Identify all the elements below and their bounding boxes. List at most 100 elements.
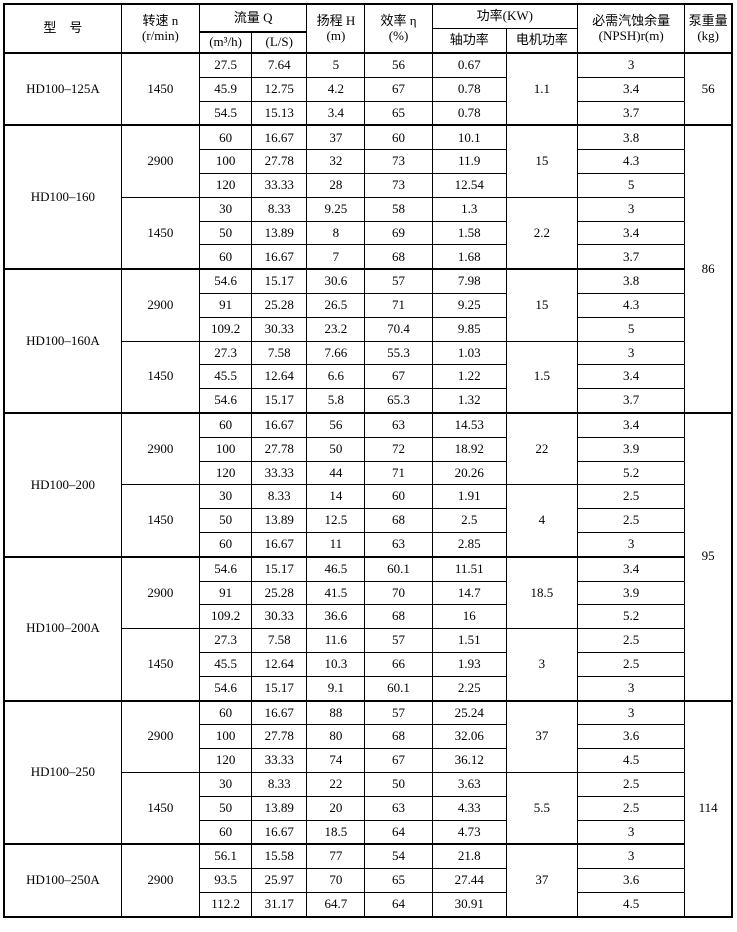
npsh-cell: 3.6: [577, 868, 686, 893]
npsh-cell: 4.3: [577, 292, 686, 318]
head-cell: 50: [306, 436, 366, 462]
table-row: 112.2 31.17 64.7 64 30.91 4.5: [4, 891, 732, 918]
head-cell: 46.5: [306, 555, 366, 582]
flow-m3h-cell: 60: [199, 819, 253, 845]
head-cell: 77: [306, 843, 366, 870]
flow-ls-cell: 13.89: [251, 508, 308, 533]
motor-power-cell: 15: [505, 268, 579, 342]
table-row: HD100–200 2900 60 16.67 56 63 14.53 22 3.4 95: [3, 411, 733, 702]
flow-m3h-cell: 27.5: [199, 52, 253, 78]
flow-m3h-cell: 45.5: [199, 364, 253, 390]
npsh-cell: 2.5: [577, 508, 686, 533]
npsh-cell: 3: [577, 52, 686, 78]
col-header-speed: 转速 n (r/min): [120, 3, 201, 54]
col-header-efficiency-line1: 效率 η: [380, 12, 417, 28]
efficiency-cell: 65: [364, 868, 433, 893]
head-cell: 26.5: [306, 292, 366, 318]
shaft-power-cell: 14.7: [431, 580, 507, 606]
flow-m3h-cell: 30: [199, 771, 253, 797]
efficiency-cell: 71: [364, 292, 433, 318]
col-header-speed-line1: 转速 n: [142, 12, 179, 28]
npsh-cell: 2.5: [577, 628, 686, 653]
shaft-power-cell: 2.25: [431, 675, 507, 702]
flow-m3h-cell: 100: [199, 724, 253, 750]
efficiency-cell: 58: [364, 196, 433, 222]
npsh-cell: 3.9: [577, 436, 686, 462]
head-cell: 5.8: [306, 388, 366, 414]
table-row: 1450 27.3 7.58 11.6 57 1.51 3 2.5: [4, 628, 732, 702]
table-row: HD100–125A 1450 27.5 7.64 5 56 0.67 1.1 3 56: [3, 52, 733, 126]
shaft-power-cell: 1.3: [431, 196, 507, 222]
motor-power-cell: 18.5: [505, 555, 579, 630]
table-row: 109.2 30.33 23.2 70.4 9.85 5: [4, 316, 732, 342]
speed-cell: 1450: [120, 52, 201, 126]
flow-ls-cell: 33.33: [251, 172, 308, 198]
model-cell: HD100–160A: [3, 268, 122, 414]
col-header-flow-ls: (L/S): [251, 31, 308, 54]
speed-cell: 1450: [120, 628, 201, 702]
npsh-cell: 3.4: [577, 555, 686, 582]
npsh-cell: 5: [577, 172, 686, 198]
npsh-cell: 2.5: [577, 771, 686, 797]
flow-ls-cell: 16.67: [251, 244, 308, 270]
head-cell: 14: [306, 484, 366, 510]
flow-m3h-cell: 60: [199, 411, 253, 438]
efficiency-cell: 63: [364, 411, 433, 438]
motor-power-cell: 1.1: [505, 52, 579, 126]
flow-ls-cell: 7.64: [251, 52, 308, 78]
flow-ls-cell: 12.64: [251, 651, 308, 677]
flow-ls-cell: 12.64: [251, 364, 308, 390]
head-cell: 20: [306, 795, 366, 821]
flow-ls-cell: 30.33: [251, 316, 308, 342]
col-header-npsh-line2: (NPSH)r(m): [598, 27, 664, 43]
weight-cell: 95: [684, 411, 733, 702]
efficiency-cell: 57: [364, 628, 433, 653]
shaft-power-cell: 14.53: [431, 411, 507, 438]
speed-cell: 1450: [120, 771, 201, 845]
head-cell: 22: [306, 771, 366, 797]
efficiency-cell: 68: [364, 724, 433, 750]
flow-m3h-cell: 54.6: [199, 675, 253, 702]
speed-cell: 2900: [120, 124, 201, 198]
flow-ls-cell: 15.58: [251, 843, 308, 870]
npsh-cell: 5: [577, 316, 686, 342]
flow-m3h-cell: 56.1: [199, 843, 253, 870]
table-row: 54.5 15.13 3.4 65 0.78 3.7: [4, 100, 732, 126]
motor-power-cell: 3: [505, 628, 579, 702]
table-row: 100 27.78 50 72 18.92 3.9: [4, 436, 732, 462]
npsh-cell: 2.5: [577, 651, 686, 677]
speed-cell: 1450: [120, 340, 201, 414]
efficiency-cell: 56: [364, 52, 433, 78]
weight-cell: 56: [684, 52, 733, 126]
npsh-cell: 2.5: [577, 484, 686, 510]
shaft-power-cell: 1.51: [431, 628, 507, 653]
table-row: 50 13.89 12.5 68 2.5 2.5: [4, 508, 732, 533]
efficiency-cell: 70.4: [364, 316, 433, 342]
npsh-cell: 3: [577, 675, 686, 702]
speed-cell: 2900: [120, 411, 201, 486]
efficiency-cell: 63: [364, 795, 433, 821]
head-cell: 9.1: [306, 675, 366, 702]
table-row: 45.9 12.75 4.2 67 0.78 3.4: [4, 76, 732, 102]
weight-cell: 86: [684, 124, 733, 414]
npsh-cell: 3.8: [577, 124, 686, 151]
flow-m3h-cell: 120: [199, 460, 253, 486]
head-cell: 74: [306, 748, 366, 773]
speed-cell: 1450: [120, 484, 201, 558]
table-row: 60 16.67 7 68 1.68 3.7: [4, 244, 732, 270]
efficiency-cell: 66: [364, 651, 433, 677]
head-cell: 64.7: [306, 891, 366, 918]
shaft-power-cell: 27.44: [431, 868, 507, 893]
shaft-power-cell: 1.93: [431, 651, 507, 677]
head-cell: 88: [306, 699, 366, 726]
flow-ls-cell: 27.78: [251, 436, 308, 462]
table-row: 109.2 30.33 36.6 68 16 5.2: [4, 604, 732, 630]
head-cell: 70: [306, 868, 366, 893]
table-row: HD100–200A 2900 54.6 15.17 46.5 60.1 11.51 18.5…: [3, 555, 732, 702]
table-row: 120 33.33 74 67 36.12 4.5: [4, 748, 732, 773]
table-row: 1450 30 8.33 22 50 3.63 5.5 2.5: [4, 771, 732, 845]
col-header-power: 功率(KW): [431, 3, 579, 29]
shaft-power-cell: 9.25: [431, 292, 507, 318]
flow-m3h-cell: 109.2: [199, 604, 253, 630]
efficiency-cell: 70: [364, 580, 433, 606]
